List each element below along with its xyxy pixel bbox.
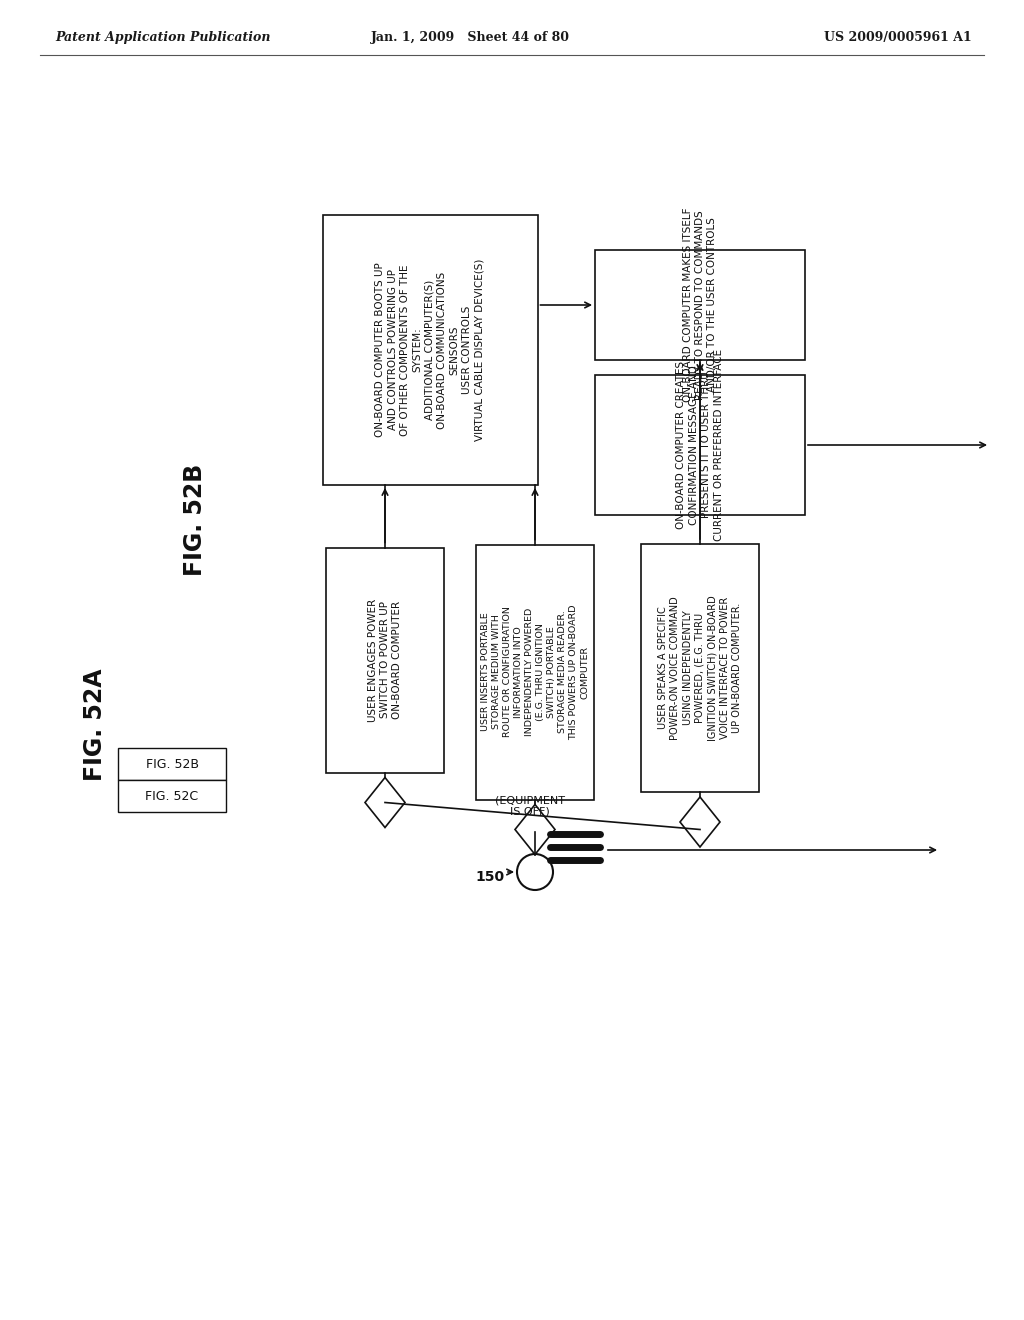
Text: US 2009/0005961 A1: US 2009/0005961 A1 <box>824 32 972 45</box>
FancyBboxPatch shape <box>476 544 594 800</box>
Text: Patent Application Publication: Patent Application Publication <box>55 32 270 45</box>
FancyBboxPatch shape <box>595 375 805 515</box>
FancyBboxPatch shape <box>118 748 226 780</box>
FancyBboxPatch shape <box>118 780 226 812</box>
Text: (EQUIPMENT
IS OFF): (EQUIPMENT IS OFF) <box>495 796 565 817</box>
Text: Jan. 1, 2009   Sheet 44 of 80: Jan. 1, 2009 Sheet 44 of 80 <box>371 32 569 45</box>
Text: FIG. 52A: FIG. 52A <box>83 669 106 781</box>
FancyBboxPatch shape <box>323 215 538 484</box>
FancyBboxPatch shape <box>326 548 444 772</box>
Text: ON-BOARD COMPUTER CREATES
CONFIRMATION MESSAGE AND
PRESENTS IT TO USER THRU
CURR: ON-BOARD COMPUTER CREATES CONFIRMATION M… <box>677 348 724 541</box>
Text: ON-BOARD COMPUTER MAKES ITSELF
READY TO RESPOND TO COMMANDS
AND/OR TO THE USER C: ON-BOARD COMPUTER MAKES ITSELF READY TO … <box>683 207 718 403</box>
FancyBboxPatch shape <box>641 544 759 792</box>
Text: USER INSERTS PORTABLE
STORAGE MEDIUM WITH
ROUTE OR CONFIGURATION
INFORMATION INT: USER INSERTS PORTABLE STORAGE MEDIUM WIT… <box>480 605 590 739</box>
Text: FIG. 52C: FIG. 52C <box>145 789 199 803</box>
Text: USER ENGAGES POWER
SWITCH TO POWER UP
ON-BOARD COMPUTER: USER ENGAGES POWER SWITCH TO POWER UP ON… <box>368 598 402 722</box>
Text: ON-BOARD COMPUTER BOOTS UP
AND CONTROLS POWERING UP
OF OTHER COMPONENTS OF THE
S: ON-BOARD COMPUTER BOOTS UP AND CONTROLS … <box>376 259 484 441</box>
Text: 150: 150 <box>476 870 505 884</box>
FancyBboxPatch shape <box>595 249 805 360</box>
Text: USER SPEAKS A SPECIFIC
POWER-ON VOICE COMMAND
USING INDEPENDENTLY
POWERED, (E.G.: USER SPEAKS A SPECIFIC POWER-ON VOICE CO… <box>657 595 742 741</box>
Text: FIG. 52B: FIG. 52B <box>183 463 207 576</box>
Text: FIG. 52B: FIG. 52B <box>145 758 199 771</box>
